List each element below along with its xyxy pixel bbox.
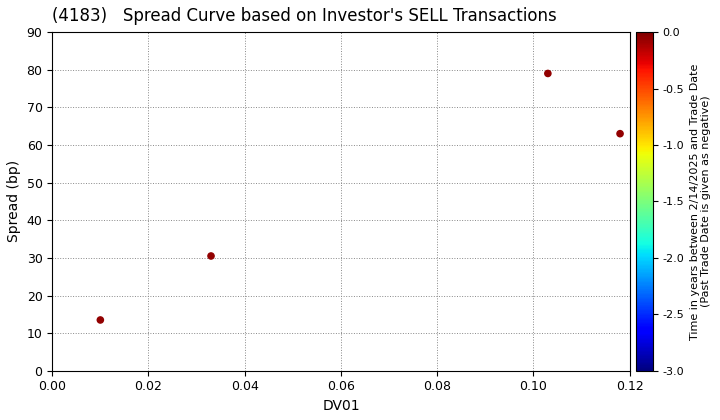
X-axis label: DV01: DV01 [322, 399, 360, 413]
Point [205, 252, 217, 259]
Point [94, 317, 106, 323]
Point [542, 70, 554, 77]
Point [614, 130, 626, 137]
Y-axis label: Time in years between 2/14/2025 and Trade Date
(Past Trade Date is given as nega: Time in years between 2/14/2025 and Trad… [690, 63, 711, 340]
Y-axis label: Spread (bp): Spread (bp) [7, 160, 21, 242]
Text: (4183)   Spread Curve based on Investor's SELL Transactions: (4183) Spread Curve based on Investor's … [53, 7, 557, 25]
